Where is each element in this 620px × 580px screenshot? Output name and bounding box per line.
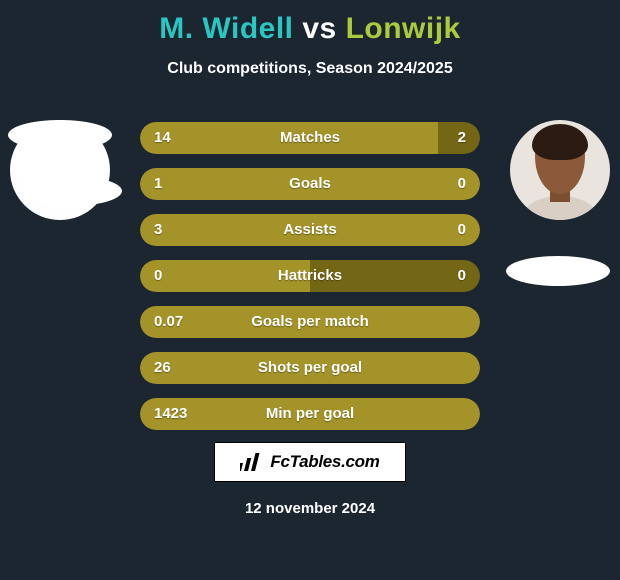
- stat-value-right: 0: [458, 168, 466, 200]
- stat-bar: Goals1 0: [140, 168, 480, 200]
- comparison-title: M. Widell vs Lonwijk: [0, 0, 620, 46]
- stat-value-left: 14: [154, 122, 171, 154]
- date-text: 12 november 2024: [0, 500, 620, 517]
- stat-value-left: 0.07: [154, 306, 183, 338]
- subtitle: Club competitions, Season 2024/2025: [0, 60, 620, 78]
- stat-bar: Min per goal1423: [140, 398, 480, 430]
- player2-name: Lonwijk: [346, 12, 461, 45]
- vs-text: vs: [302, 12, 336, 45]
- stat-value-left: 1423: [154, 398, 187, 430]
- player2-avatar: [510, 120, 610, 220]
- stat-bar: Assists3 0: [140, 214, 480, 246]
- stat-label: Hattricks: [140, 260, 480, 292]
- stat-label: Matches: [140, 122, 480, 154]
- stat-label: Goals per match: [140, 306, 480, 338]
- stat-value-right: 0: [458, 214, 466, 246]
- player1-name-pill-2: [18, 176, 122, 206]
- player2-name-pill: [506, 256, 610, 286]
- stat-bar: Hattricks0 0: [140, 260, 480, 292]
- stat-value-left: 3: [154, 214, 162, 246]
- logo-box: FcTables.com: [214, 442, 406, 482]
- stat-value-right: 0: [458, 260, 466, 292]
- player1-name-pill: [8, 120, 112, 150]
- logo-bars-icon: [240, 451, 266, 473]
- stats-bars: Matches142Goals10Assists30Hattricks00Goa…: [140, 122, 480, 444]
- stat-value-left: 1: [154, 168, 162, 200]
- stat-label: Shots per goal: [140, 352, 480, 384]
- stat-bar: Shots per goal26: [140, 352, 480, 384]
- stat-label: Min per goal: [140, 398, 480, 430]
- stat-label: Assists: [140, 214, 480, 246]
- stat-bar: Goals per match0.07: [140, 306, 480, 338]
- stat-value-left: 0: [154, 260, 162, 292]
- stat-value-left: 26: [154, 352, 171, 384]
- logo-text: FcTables.com: [270, 452, 379, 472]
- stat-bar: Matches14 2: [140, 122, 480, 154]
- player1-name: M. Widell: [159, 12, 293, 45]
- stat-label: Goals: [140, 168, 480, 200]
- stat-value-right: 2: [458, 122, 466, 154]
